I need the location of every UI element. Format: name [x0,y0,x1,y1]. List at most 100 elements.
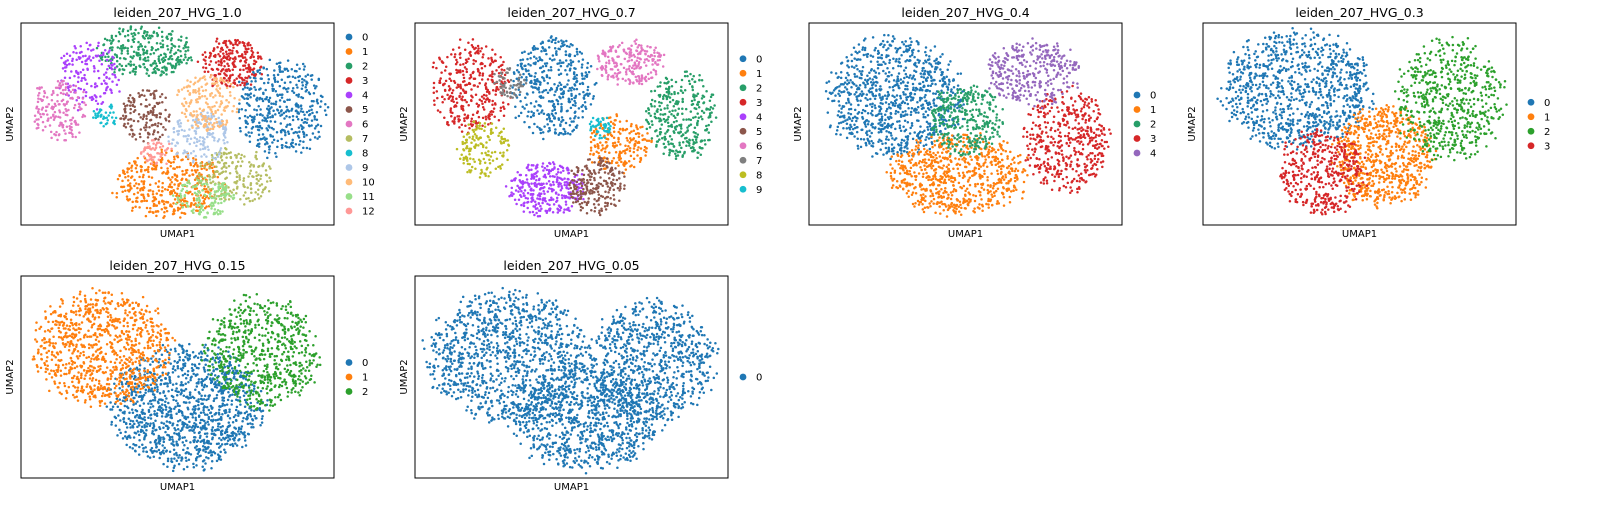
data-point [213,76,216,80]
data-point [192,211,195,215]
data-point [94,99,98,103]
data-point [153,167,156,171]
data-point [592,130,596,134]
data-point [564,50,568,53]
data-point [660,137,664,140]
data-point [312,92,316,95]
data-point [66,59,69,62]
data-point [308,92,312,96]
data-point [52,118,56,121]
data-point [184,45,188,49]
data-point [548,161,551,165]
data-point [184,169,188,172]
data-point [505,148,509,152]
data-point [118,90,121,93]
data-point [147,189,151,192]
data-point [71,63,74,66]
data-point [534,47,537,51]
data-point [529,51,533,54]
data-point [155,115,158,119]
data-point [238,178,242,181]
data-point [266,74,270,77]
data-point [245,97,249,100]
data-point [544,88,548,92]
data-point [554,112,558,115]
data-point [707,123,710,127]
data-point [59,121,62,124]
data-point [611,172,615,175]
data-point [224,123,228,126]
data-point [679,130,682,134]
data-point [313,117,317,121]
data-point [205,179,208,183]
data-point [618,71,622,74]
data-point [680,78,684,82]
data-point [206,111,209,114]
data-point [590,172,594,176]
data-point [190,201,193,205]
legend-label: 3 [362,76,368,87]
data-point [443,116,446,120]
data-point [143,199,146,202]
data-point [149,93,152,96]
data-point [114,116,118,120]
data-point [240,107,244,111]
data-point [72,106,76,110]
data-point [549,65,553,69]
data-point [679,89,683,92]
data-point [529,115,533,119]
data-point [84,54,87,58]
data-point [503,69,506,72]
data-point [562,211,566,214]
data-point [172,160,175,164]
data-point [504,86,507,90]
data-point [210,196,214,200]
data-point [263,150,267,153]
data-point [551,104,555,107]
data-point [461,140,464,144]
data-point [266,114,269,117]
data-point [143,126,146,129]
data-point [612,126,616,130]
data-point [149,36,152,40]
data-point [535,175,538,178]
data-point [152,156,155,159]
data-point [179,50,182,53]
data-point [69,90,73,94]
data-point [567,97,571,100]
data-point [76,72,80,76]
data-point [436,96,439,100]
data-point [608,176,611,180]
data-point [175,175,179,178]
data-point [572,179,576,182]
data-point [173,173,177,176]
data-point [177,45,181,48]
data-point [662,152,665,156]
data-point [650,76,653,80]
data-point [203,197,207,201]
data-point [255,177,259,181]
data-point [526,165,529,169]
data-point [205,187,208,191]
data-point [286,90,289,94]
data-point [192,156,195,160]
data-point [462,161,465,165]
data-point [110,67,114,71]
data-point [520,190,523,193]
data-point [501,137,505,141]
data-point [523,78,526,82]
data-point [557,73,561,76]
data-point [303,79,306,82]
data-point [309,74,313,77]
data-point [483,125,487,129]
data-point [463,113,467,116]
data-point [646,132,649,135]
data-point [217,116,220,120]
data-point [247,75,251,78]
data-point [552,162,556,166]
data-point [100,113,103,117]
data-point [536,47,539,50]
data-point [484,83,487,87]
data-point [179,192,182,196]
data-point [206,183,209,186]
